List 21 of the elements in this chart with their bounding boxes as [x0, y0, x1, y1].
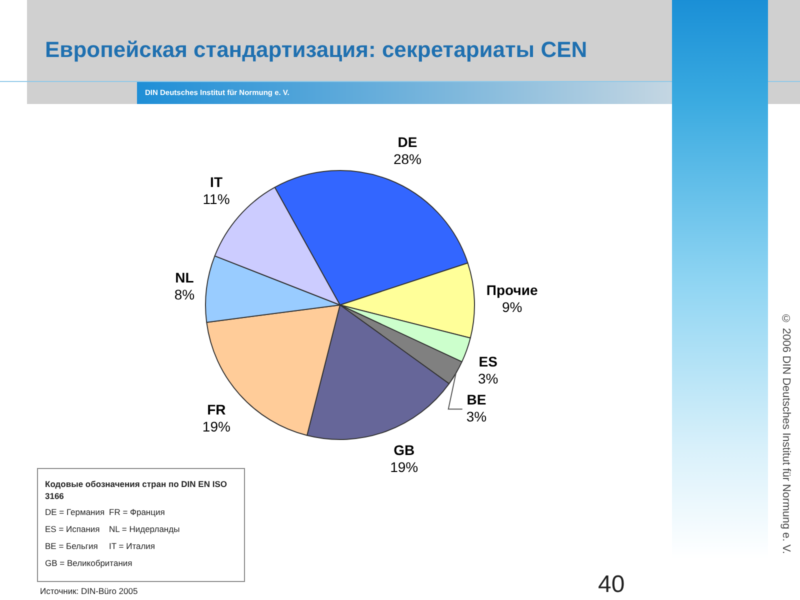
data-label: 19% [202, 418, 230, 435]
slice-label: GB [394, 442, 415, 458]
chart-title: Европейская стандартизация: секретариаты CEN [45, 37, 588, 63]
info-box: Кодовые обозначения стран по DIN EN ISO 3166 DE = Германия FR = Франция ES = Испания NL = Нидерланды BE = Бельгия IT = Италия GB = Великобритания [37, 468, 245, 582]
data-label: 11% [202, 190, 230, 207]
text: Источник: DIN-Büro 2005 [40, 586, 138, 596]
slice-label: FR [207, 402, 226, 418]
slice-label: NL [175, 270, 194, 286]
data-label: 28% [393, 150, 422, 167]
data-label: 9% [502, 299, 522, 316]
text: 40 [598, 571, 625, 598]
slice-label: BE [466, 392, 486, 408]
data-label: 3% [478, 370, 498, 387]
text: © 2006 DIN Deutsches Institut für Normung e. V. [779, 313, 792, 554]
data-label: 8% [174, 286, 195, 303]
slice-label: DE [398, 134, 418, 150]
slice-label: Прочие [486, 282, 538, 298]
data-label: 19% [390, 459, 418, 476]
slice-label: IT [210, 174, 223, 190]
slice-label: ES [478, 354, 498, 370]
data-label: 3% [466, 408, 487, 425]
